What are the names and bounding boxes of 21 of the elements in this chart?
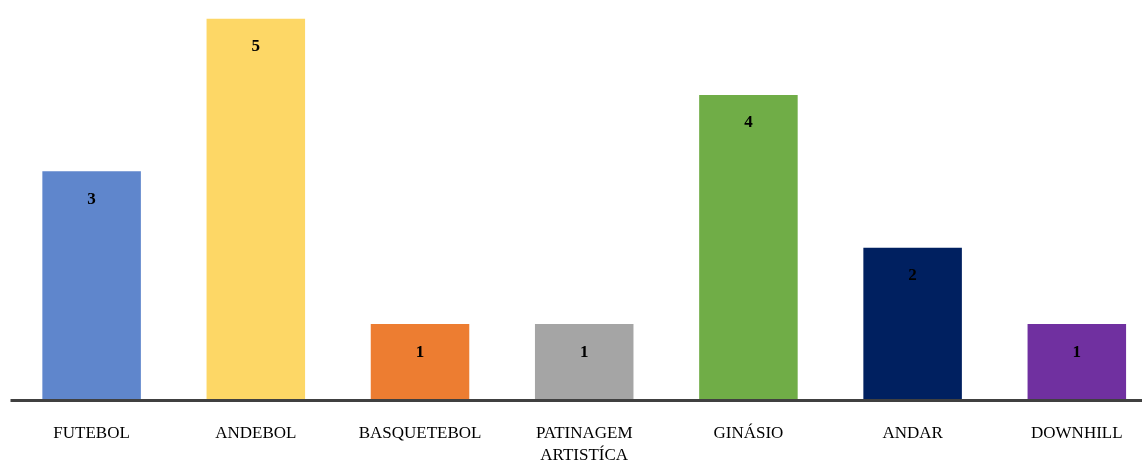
data-label: 1 xyxy=(579,341,589,361)
data-label: 5 xyxy=(251,36,261,55)
x-tick-label: BASQUETEBOL xyxy=(358,422,482,442)
x-tick-label: GINÁSIO xyxy=(713,422,784,442)
x-tick-label: DOWNHILL xyxy=(1031,422,1123,442)
bar xyxy=(699,94,798,401)
x-tick-label: PATINAGEM ARTISTÍCA xyxy=(535,422,633,465)
bar xyxy=(1027,324,1127,401)
data-label: 3 xyxy=(87,188,96,208)
bar xyxy=(42,171,141,401)
x-tick-label: FUTEBOL xyxy=(53,422,130,442)
data-label: 1 xyxy=(1072,341,1082,361)
data-label: 4 xyxy=(744,112,754,132)
bar xyxy=(206,18,306,401)
data-label: 2 xyxy=(908,265,917,285)
x-tick-label: ANDAR xyxy=(882,422,944,442)
x-tick-label: ANDEBOL xyxy=(215,422,297,442)
bar xyxy=(863,247,962,401)
bar xyxy=(534,324,634,401)
bar xyxy=(370,324,470,401)
data-label: 1 xyxy=(415,341,425,361)
